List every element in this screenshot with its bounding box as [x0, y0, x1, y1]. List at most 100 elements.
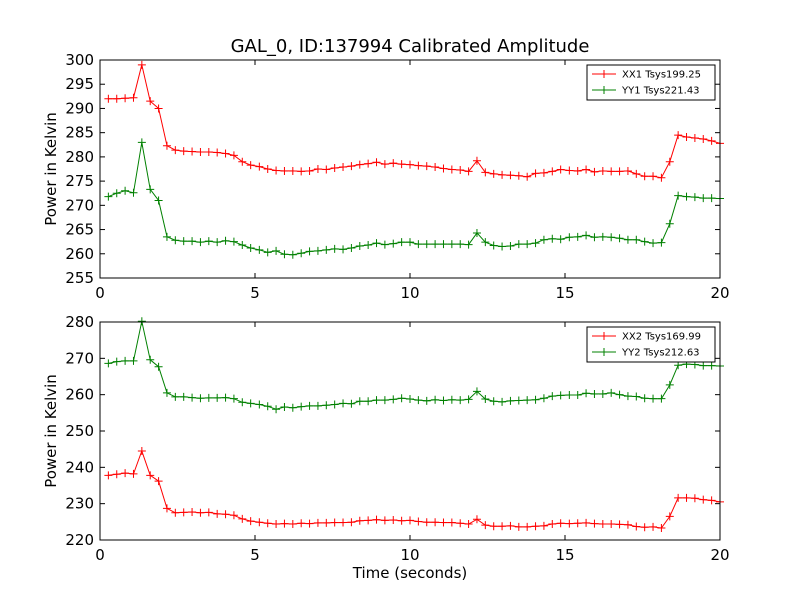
top-x-tick-label: 20: [710, 284, 729, 302]
bottom-point-yy2: [582, 389, 591, 398]
top-point-xx1: [372, 158, 381, 167]
top-point-yy1: [154, 196, 163, 205]
top-point-xx1: [263, 165, 272, 173]
top-point-yy1: [280, 250, 289, 259]
top-point-xx1: [665, 157, 674, 166]
bottom-point-xx2: [121, 469, 130, 478]
bottom-point-yy2: [347, 399, 356, 408]
top-point-yy1: [380, 240, 389, 249]
top-point-yy1: [598, 232, 607, 241]
top-x-tick-label: 5: [250, 284, 260, 302]
top-point-yy1: [674, 191, 683, 200]
top-point-xx1: [439, 164, 448, 173]
bottom-point-xx2: [598, 520, 607, 529]
top-point-yy1: [640, 237, 649, 246]
top-point-yy1: [137, 138, 146, 147]
bottom-point-xx2: [330, 518, 339, 527]
bottom-point-yy2: [607, 388, 616, 397]
bottom-y-tick-label: 280: [65, 313, 94, 331]
top-point-yy1: [506, 242, 515, 251]
bottom-point-xx2: [179, 508, 188, 517]
bottom-point-xx2: [397, 516, 406, 525]
bottom-x-tick-label: 10: [400, 546, 419, 564]
bottom-point-xx2: [112, 470, 121, 479]
top-point-xx1: [255, 162, 264, 171]
bottom-point-xx2: [539, 521, 548, 530]
top-point-xx1: [305, 166, 314, 175]
bottom-y-tick-label: 240: [65, 458, 94, 476]
top-point-yy1: [347, 243, 356, 252]
bottom-point-yy2: [112, 357, 121, 366]
top-y-tick-label: 260: [65, 245, 94, 263]
bottom-panel: 0 5 10 15 20 220 230 240 250 260 270 280 Power in K…: [42, 313, 730, 582]
bottom-point-yy2: [238, 398, 247, 407]
top-point-yy1: [372, 239, 381, 248]
bottom-point-yy2: [590, 389, 599, 398]
top-point-yy1: [221, 236, 230, 245]
top-point-xx1: [188, 147, 197, 156]
bottom-point-yy2: [171, 392, 180, 401]
top-point-yy1: [121, 186, 130, 195]
top-point-yy1: [112, 189, 121, 198]
top-point-xx1: [162, 141, 171, 150]
top-point-yy1: [472, 228, 481, 237]
top-point-yy1: [498, 242, 507, 251]
top-point-yy1: [229, 237, 238, 246]
bottom-point-xx2: [573, 519, 582, 528]
top-point-yy1: [607, 233, 616, 242]
bottom-point-yy2: [506, 396, 515, 405]
top-point-xx1: [313, 165, 322, 173]
bottom-point-yy2: [246, 399, 255, 408]
top-point-xx1: [489, 169, 498, 178]
bottom-point-xx2: [339, 518, 348, 527]
top-point-yy1: [179, 237, 188, 246]
top-point-yy1: [414, 240, 423, 249]
top-point-xx1: [397, 160, 406, 169]
top-y-tick-label: 275: [65, 172, 94, 190]
top-point-xx1: [506, 171, 515, 180]
bottom-point-yy2: [422, 396, 431, 405]
top-point-yy1: [162, 232, 171, 241]
top-point-xx1: [196, 148, 205, 157]
bottom-point-yy2: [213, 393, 222, 402]
top-point-yy1: [649, 239, 658, 248]
bottom-point-xx2: [699, 495, 708, 504]
bottom-point-xx2: [146, 471, 155, 480]
top-point-xx1: [548, 167, 557, 176]
top-point-xx1: [129, 93, 138, 102]
bottom-series-xx2: [104, 446, 724, 533]
top-y-tick-label: 280: [65, 148, 94, 166]
bottom-point-xx2: [506, 521, 515, 530]
top-point-yy1: [272, 246, 281, 255]
top-point-xx1: [539, 168, 548, 177]
bottom-point-yy2: [481, 395, 490, 404]
bottom-point-yy2: [313, 401, 322, 410]
top-x-tick-label: 0: [95, 284, 105, 302]
bottom-x-tick-label: 20: [710, 546, 729, 564]
top-point-xx1: [582, 165, 591, 174]
top-point-xx1: [456, 165, 465, 174]
bottom-point-xx2: [162, 504, 171, 513]
bottom-y-tick-label: 230: [65, 495, 94, 513]
bottom-point-yy2: [263, 402, 272, 411]
bottom-point-yy2: [179, 392, 188, 401]
top-point-yy1: [682, 192, 691, 201]
top-point-xx1: [272, 166, 281, 175]
top-point-yy1: [238, 241, 247, 250]
bottom-y-axis-label: Power in Kelvin: [42, 374, 60, 488]
top-point-xx1: [322, 165, 331, 174]
top-y-tick-label: 255: [65, 269, 94, 287]
top-point-yy1: [255, 245, 264, 254]
bottom-point-yy2: [272, 405, 281, 414]
top-point-xx1: [146, 97, 155, 106]
top-point-xx1: [297, 167, 306, 176]
top-point-yy1: [590, 233, 599, 242]
bottom-x-tick-label: 0: [95, 546, 105, 564]
bottom-point-yy2: [531, 395, 540, 404]
bottom-point-xx2: [406, 516, 414, 525]
top-point-yy1: [464, 240, 473, 249]
bottom-point-xx2: [523, 522, 532, 531]
top-point-xx1: [339, 163, 348, 172]
bottom-point-xx2: [196, 508, 205, 517]
